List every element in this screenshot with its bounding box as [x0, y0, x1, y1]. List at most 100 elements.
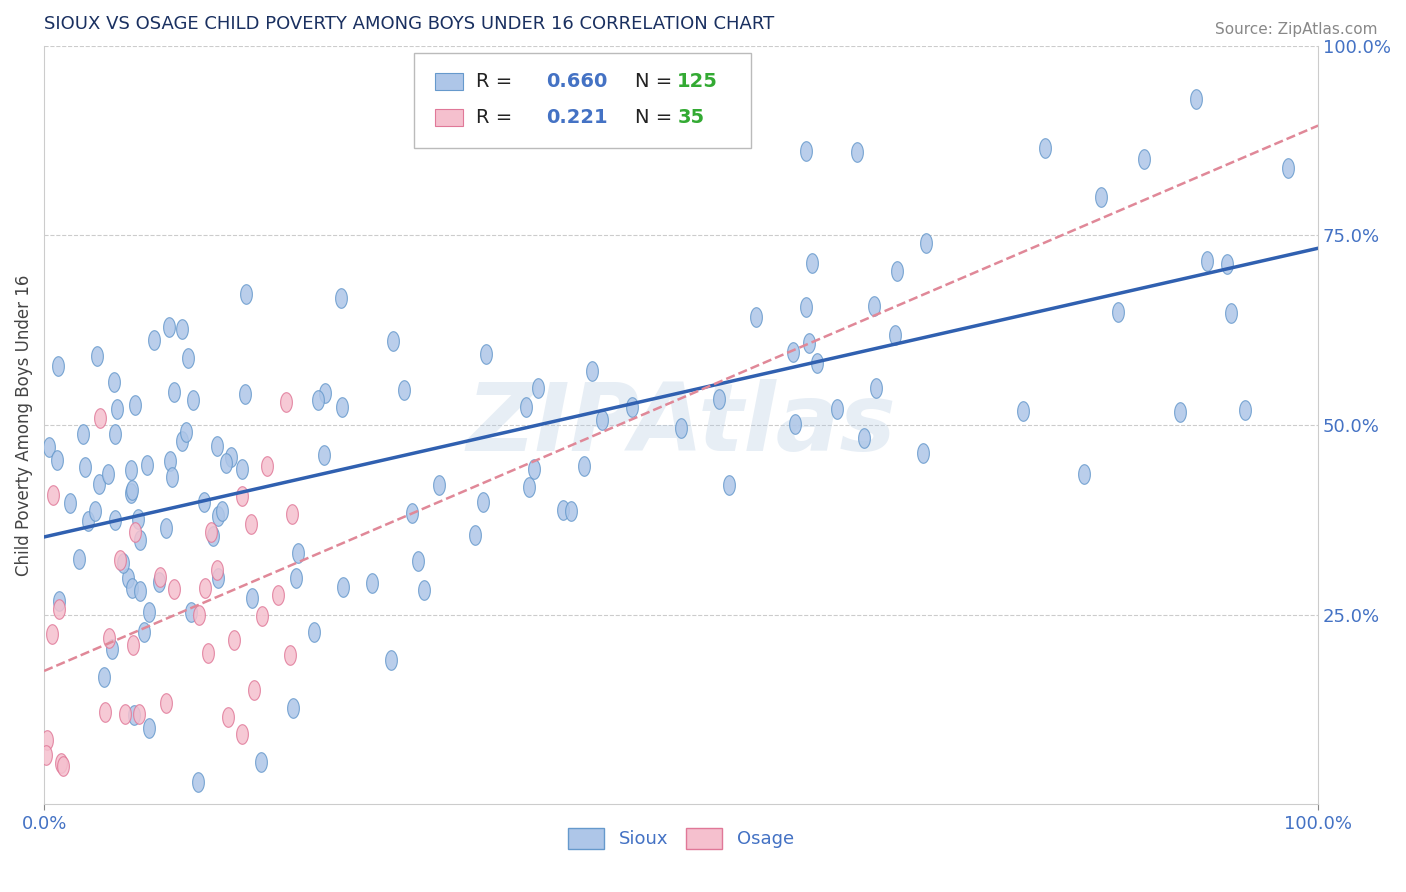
Point [120, 462, 142, 476]
Point [1073, 467, 1095, 481]
Point [114, 707, 136, 722]
Point [42, 488, 65, 502]
Point [669, 421, 692, 435]
Point [314, 449, 336, 463]
Point [256, 458, 278, 473]
Point [49, 756, 72, 770]
Point [207, 439, 229, 453]
Point [231, 489, 253, 503]
Text: R =: R = [477, 108, 519, 128]
Point [845, 145, 868, 160]
Point [170, 322, 193, 336]
Point [581, 363, 603, 377]
Point [783, 417, 806, 431]
Point [707, 392, 730, 406]
Point [128, 533, 150, 548]
Point [77, 514, 100, 528]
Point [89, 411, 111, 425]
Point [215, 456, 238, 470]
Text: 35: 35 [678, 108, 704, 128]
Point [332, 580, 354, 594]
Point [1197, 253, 1219, 268]
Point [794, 300, 817, 314]
Point [1107, 305, 1129, 319]
Point [267, 588, 290, 602]
Point [121, 638, 143, 652]
Point [745, 310, 768, 325]
Point [100, 641, 122, 656]
Point [620, 400, 643, 414]
Point [911, 446, 934, 460]
Point [574, 459, 596, 474]
Point [149, 570, 172, 584]
Point [45, 452, 67, 467]
Point [1168, 405, 1191, 419]
Point [93, 670, 115, 684]
Point [117, 571, 139, 585]
Point [235, 387, 257, 401]
Point [108, 552, 131, 566]
Point [865, 381, 887, 395]
Point [915, 236, 938, 251]
Point [160, 470, 183, 484]
Point [200, 525, 222, 540]
Point [97, 467, 120, 481]
FancyBboxPatch shape [413, 54, 751, 148]
Text: ZIPAtlas: ZIPAtlas [467, 379, 896, 471]
Point [35, 732, 58, 747]
Y-axis label: Child Poverty Among Boys Under 16: Child Poverty Among Boys Under 16 [15, 275, 32, 575]
Point [1133, 153, 1156, 167]
Point [464, 528, 486, 542]
Point [427, 478, 450, 492]
Point [381, 334, 404, 348]
Point [105, 402, 128, 417]
Point [124, 525, 146, 540]
Point [853, 431, 876, 445]
Point [886, 264, 908, 278]
Point [796, 145, 818, 159]
Point [801, 255, 824, 269]
Point [127, 512, 149, 526]
Point [240, 517, 263, 532]
Point [163, 385, 186, 400]
Point [782, 345, 804, 359]
Point [281, 507, 304, 521]
Point [86, 350, 108, 364]
Text: 0.221: 0.221 [546, 108, 607, 128]
Point [413, 583, 436, 598]
Point [58, 496, 80, 510]
Point [207, 509, 229, 524]
Point [120, 486, 142, 500]
FancyBboxPatch shape [436, 73, 463, 90]
Point [89, 477, 111, 491]
Point [863, 299, 886, 313]
Point [98, 631, 121, 645]
Point [176, 351, 198, 366]
Point [406, 554, 429, 568]
Point [121, 483, 143, 497]
Point [1185, 92, 1208, 106]
Point [806, 356, 828, 370]
Point [330, 400, 353, 414]
Text: 125: 125 [678, 72, 718, 91]
Point [128, 707, 150, 722]
Point [155, 696, 177, 710]
Point [104, 427, 127, 442]
Point [394, 383, 416, 397]
Text: 0.660: 0.660 [546, 72, 607, 91]
Point [67, 552, 90, 566]
Point [124, 398, 146, 412]
Point [52, 759, 75, 773]
Point [1277, 161, 1299, 176]
Point [797, 335, 820, 350]
Point [197, 646, 219, 660]
Point [1033, 141, 1056, 155]
Point [231, 727, 253, 741]
Point [274, 395, 297, 409]
Point [122, 708, 145, 723]
Point [138, 721, 160, 735]
Point [84, 503, 107, 517]
Point [112, 556, 135, 570]
Point [207, 563, 229, 577]
Text: R =: R = [477, 72, 519, 91]
